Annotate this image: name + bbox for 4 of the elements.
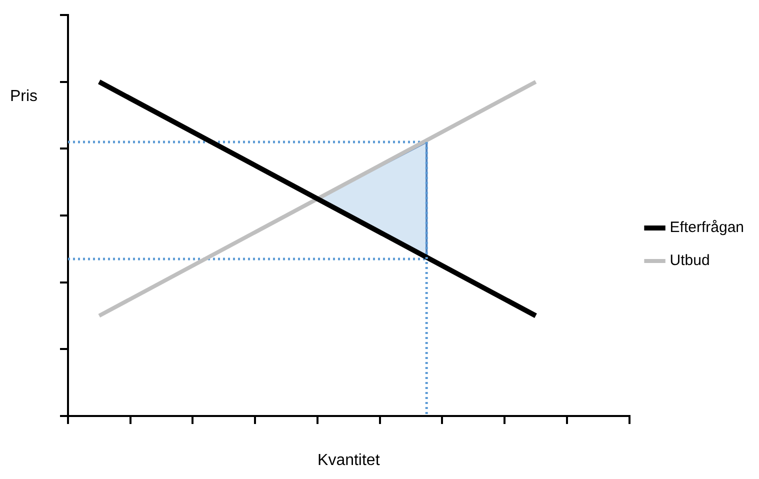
legend-label: Efterfrågan [670, 219, 744, 236]
legend-label: Utbud [670, 252, 710, 270]
y-axis-title: Pris [10, 88, 38, 106]
x-axis-title: Kvantitet [318, 452, 380, 469]
